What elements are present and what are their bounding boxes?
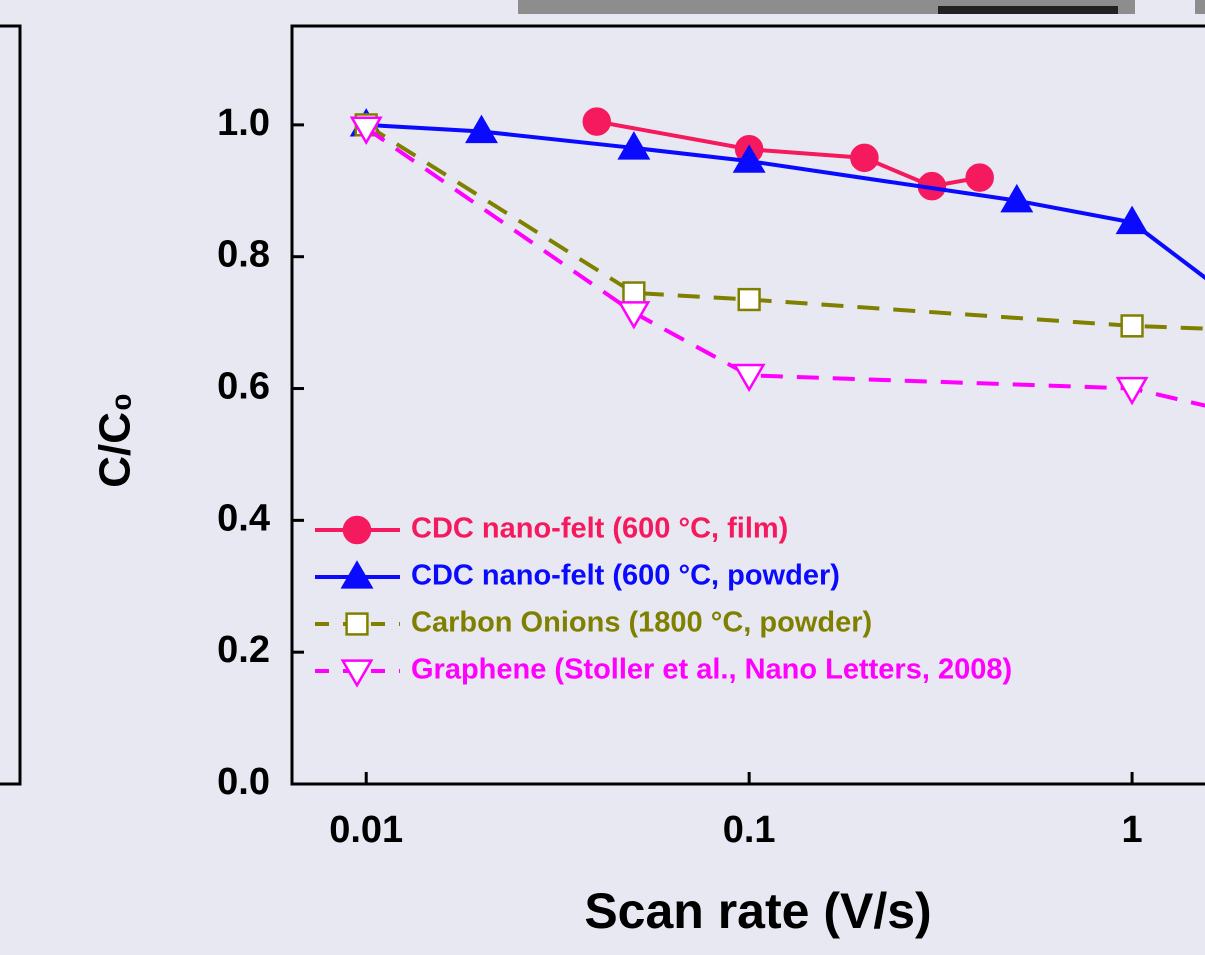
marker (465, 114, 498, 144)
series-line (365, 123, 1205, 331)
marker (732, 363, 766, 393)
y-tick-label: 1.0 (217, 102, 270, 144)
marker (850, 143, 879, 173)
marker (340, 659, 374, 688)
marker (582, 107, 612, 136)
marker (617, 301, 651, 330)
series-line (365, 126, 1205, 408)
x-tick-label: 1 (1122, 809, 1143, 851)
y-tick-label: 0.8 (217, 234, 270, 276)
series-line (366, 122, 1205, 281)
y-tick-label: 0.0 (217, 761, 270, 803)
x-tick-label: 0.01 (329, 809, 403, 851)
y-axis-label: C/C₀ (91, 392, 140, 488)
x-axis-label: Scan rate (V/s) (584, 883, 931, 939)
marker (622, 281, 646, 305)
marker (617, 131, 651, 160)
marker (1120, 314, 1144, 338)
y-tick-label: 0.6 (217, 366, 270, 408)
x-tick-label: 0.1 (723, 809, 776, 851)
marker (342, 515, 372, 545)
legend-label: Carbon Onions (1800 °C, powder) (411, 607, 872, 639)
y-tick-label: 0.4 (217, 497, 270, 539)
legend-label: Graphene (Stoller et al., Nano Letters, … (411, 654, 1012, 686)
marker (1115, 205, 1149, 235)
neighbor-panel-frame (0, 24, 22, 786)
marker (965, 163, 994, 192)
legend-label: CDC nano-felt (600 °C, film) (411, 513, 788, 545)
marker (1115, 376, 1149, 406)
marker (340, 560, 374, 589)
y-tick-label: 0.2 (217, 629, 270, 671)
image-fragment (938, 6, 1118, 14)
image-fragment (1195, 0, 1205, 14)
marker (1000, 183, 1034, 213)
marker (732, 144, 766, 173)
axes-frame (290, 24, 1205, 786)
marker (349, 116, 383, 145)
legend-label: CDC nano-felt (600 °C, powder) (411, 560, 840, 592)
marker (345, 612, 369, 636)
marker (737, 287, 761, 312)
